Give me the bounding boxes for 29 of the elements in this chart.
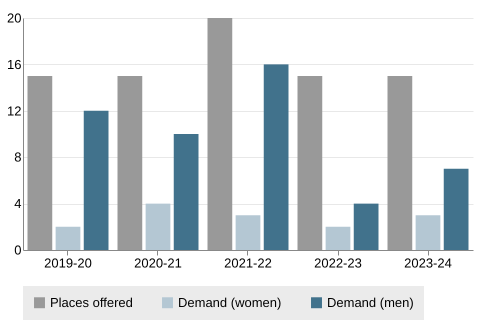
bar xyxy=(416,215,440,250)
x-tick-label: 2021-22 xyxy=(224,256,272,270)
legend-label: Demand (women) xyxy=(178,294,282,310)
y-tick-label: 8 xyxy=(14,150,22,165)
bar xyxy=(84,110,108,250)
bar xyxy=(388,76,412,250)
x-tick-label: 2023-24 xyxy=(404,256,452,270)
y-tick-label: 0 xyxy=(14,242,22,258)
bar xyxy=(174,134,198,250)
bar xyxy=(236,215,260,250)
x-tick-label: 2019-20 xyxy=(44,256,92,270)
bar xyxy=(264,64,288,250)
legend-label: Demand (men) xyxy=(327,294,414,310)
y-tick-label: 16 xyxy=(7,56,22,72)
x-tick-label: 2020-21 xyxy=(134,256,182,270)
y-tick-label: 12 xyxy=(7,103,22,118)
bar xyxy=(444,168,468,250)
bar xyxy=(354,204,378,250)
y-tick-label: 20 xyxy=(7,10,22,26)
legend-label: Places offered xyxy=(50,294,133,310)
bar xyxy=(118,76,142,250)
x-tick-label: 2022-23 xyxy=(314,256,362,270)
bar xyxy=(146,204,170,250)
bar xyxy=(326,226,350,250)
bar xyxy=(298,76,322,250)
bar xyxy=(56,226,80,250)
bar xyxy=(208,18,232,250)
y-tick-label: 4 xyxy=(14,196,22,212)
bar xyxy=(28,76,52,250)
